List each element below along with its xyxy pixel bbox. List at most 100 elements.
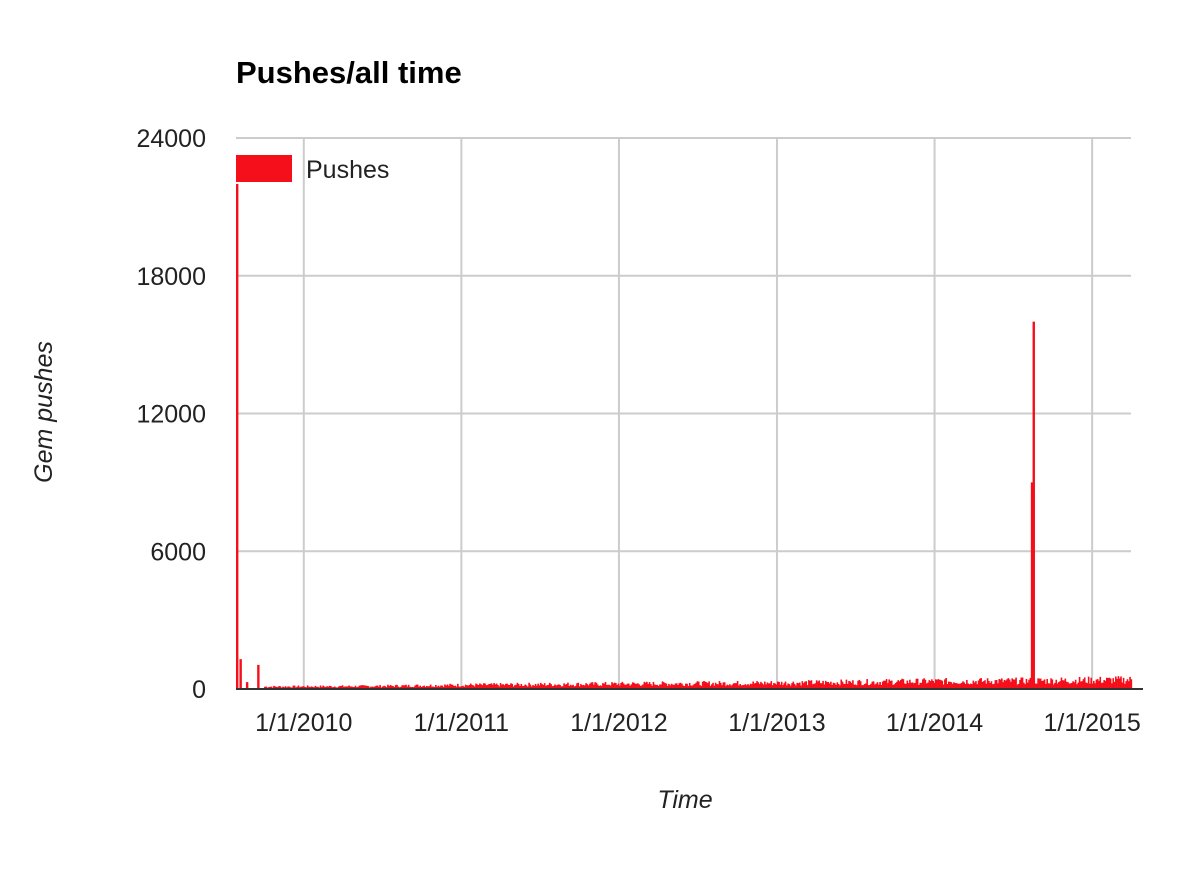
- bar: [849, 681, 852, 689]
- bar: [366, 685, 368, 689]
- bar: [986, 678, 989, 689]
- bar: [1016, 684, 1019, 689]
- bar: [1037, 678, 1039, 689]
- bar: [528, 682, 530, 689]
- bar: [686, 683, 688, 689]
- bar: [538, 685, 541, 689]
- bar: [344, 686, 346, 689]
- bar: [1118, 678, 1121, 689]
- bar: [441, 685, 444, 689]
- bar: [991, 684, 994, 689]
- bar: [616, 684, 618, 689]
- bar: [406, 686, 409, 689]
- bar: [511, 683, 514, 689]
- bar: [1036, 683, 1038, 689]
- bar: [350, 686, 353, 689]
- bar: [559, 685, 561, 689]
- x-tick-label: 1/1/2013: [728, 709, 825, 737]
- bar: [389, 684, 392, 689]
- bar: [643, 681, 646, 689]
- bar: [631, 682, 634, 689]
- bar: [526, 686, 529, 689]
- bar: [922, 679, 924, 689]
- bar: [1095, 679, 1098, 689]
- bar: [836, 682, 839, 689]
- bar: [1102, 682, 1104, 689]
- bar: [466, 685, 468, 689]
- bar: [818, 680, 821, 689]
- bar: [533, 685, 536, 689]
- bar: [1099, 676, 1102, 689]
- bar: [493, 683, 495, 689]
- bar: [757, 682, 760, 689]
- bar: [776, 681, 779, 689]
- bar: [782, 685, 784, 689]
- bar: [832, 682, 835, 689]
- bar: [462, 685, 464, 689]
- bar: [587, 685, 590, 689]
- bar: [859, 681, 862, 689]
- bar: [378, 686, 380, 689]
- bar: [612, 683, 615, 689]
- bar: [319, 685, 322, 689]
- bar: [657, 685, 660, 689]
- bar: [994, 680, 997, 689]
- bar: [585, 683, 587, 689]
- bar: [703, 680, 705, 689]
- bar: [907, 683, 910, 689]
- bar: [975, 681, 977, 689]
- bar: [739, 684, 742, 689]
- bar: [878, 684, 880, 689]
- bars-layer: [236, 183, 1133, 690]
- bar: [1042, 680, 1045, 689]
- bar: [753, 683, 756, 689]
- bar: [910, 682, 912, 689]
- bar: [457, 683, 459, 689]
- bar: [752, 681, 754, 689]
- bar: [1004, 680, 1007, 689]
- bar: [949, 681, 951, 689]
- bar: [867, 685, 870, 689]
- bar: [656, 684, 659, 689]
- bar: [682, 685, 685, 689]
- bar: [896, 681, 898, 689]
- bar: [1039, 678, 1042, 689]
- bar: [660, 684, 662, 689]
- bar: [628, 683, 630, 689]
- bar: [415, 684, 418, 689]
- bar: [915, 678, 918, 689]
- bar: [374, 686, 376, 689]
- bar: [1129, 676, 1131, 689]
- bar: [1127, 681, 1130, 689]
- bar: [375, 685, 378, 689]
- bar: [414, 685, 416, 689]
- bar: [855, 685, 858, 689]
- bar: [758, 683, 761, 689]
- bar: [542, 684, 545, 689]
- bar: [862, 685, 865, 689]
- bar: [709, 685, 712, 689]
- bar: [918, 684, 920, 689]
- bar: [567, 682, 569, 689]
- bar: [1029, 677, 1032, 689]
- bar: [1019, 680, 1021, 689]
- bar: [1007, 678, 1010, 689]
- bar: [492, 684, 494, 689]
- bar: [833, 683, 836, 689]
- bar: [679, 682, 682, 689]
- bar: [909, 679, 911, 689]
- bar: [471, 684, 473, 689]
- bar: [388, 686, 390, 689]
- bar: [1058, 682, 1060, 689]
- bar: [574, 685, 577, 689]
- bar: [1100, 682, 1103, 689]
- bar: [1130, 679, 1133, 689]
- bar: [784, 681, 787, 689]
- bar: [394, 685, 397, 689]
- bar: [556, 684, 559, 689]
- bar: [888, 679, 890, 689]
- bar: [577, 682, 580, 689]
- x-tick-label: 1/1/2015: [1043, 709, 1140, 737]
- bar: [391, 685, 393, 689]
- bar: [586, 684, 589, 689]
